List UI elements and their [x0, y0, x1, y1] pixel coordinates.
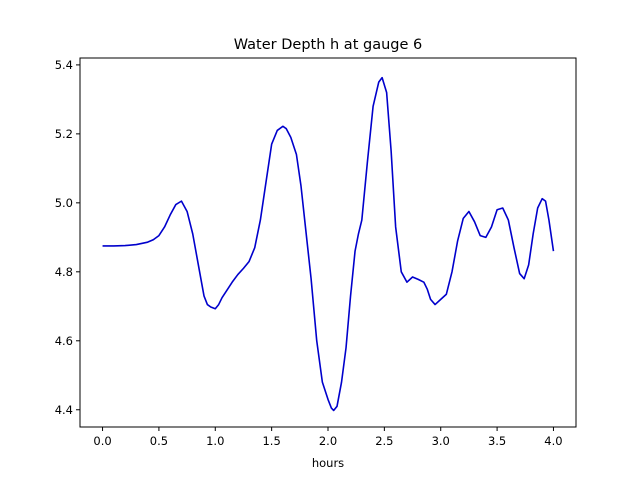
x-tick-label: 3.0 [432, 434, 450, 448]
x-tick-label: 1.0 [206, 434, 224, 448]
x-tick-label: 1.5 [262, 434, 280, 448]
plot-frame [79, 57, 577, 428]
x-tick-label: 2.0 [319, 434, 337, 448]
y-axis: 4.4 4.6 4.8 5.0 5.2 5.4 [55, 58, 80, 417]
y-tick-label: 4.4 [55, 403, 73, 417]
y-tick-label: 5.4 [55, 58, 73, 72]
x-tick-label: 0.0 [93, 434, 111, 448]
x-tick-label: 2.5 [375, 434, 393, 448]
y-tick-label: 4.8 [55, 265, 73, 279]
x-tick-label: 3.5 [488, 434, 506, 448]
y-tick-label: 4.6 [55, 334, 73, 348]
y-tick-label: 5.2 [55, 127, 73, 141]
x-axis-label: hours [312, 456, 344, 470]
y-tick-label: 5.0 [55, 196, 73, 210]
x-axis: 0.0 0.5 1.0 1.5 2.0 2.5 3.0 3.5 4.0 [93, 427, 563, 448]
plot-area [79, 57, 577, 428]
chart-title: Water Depth h at gauge 6 [234, 37, 422, 53]
x-tick-label: 0.5 [150, 434, 168, 448]
series-line-0 [102, 76, 555, 412]
x-tick-label: 4.0 [544, 434, 562, 448]
